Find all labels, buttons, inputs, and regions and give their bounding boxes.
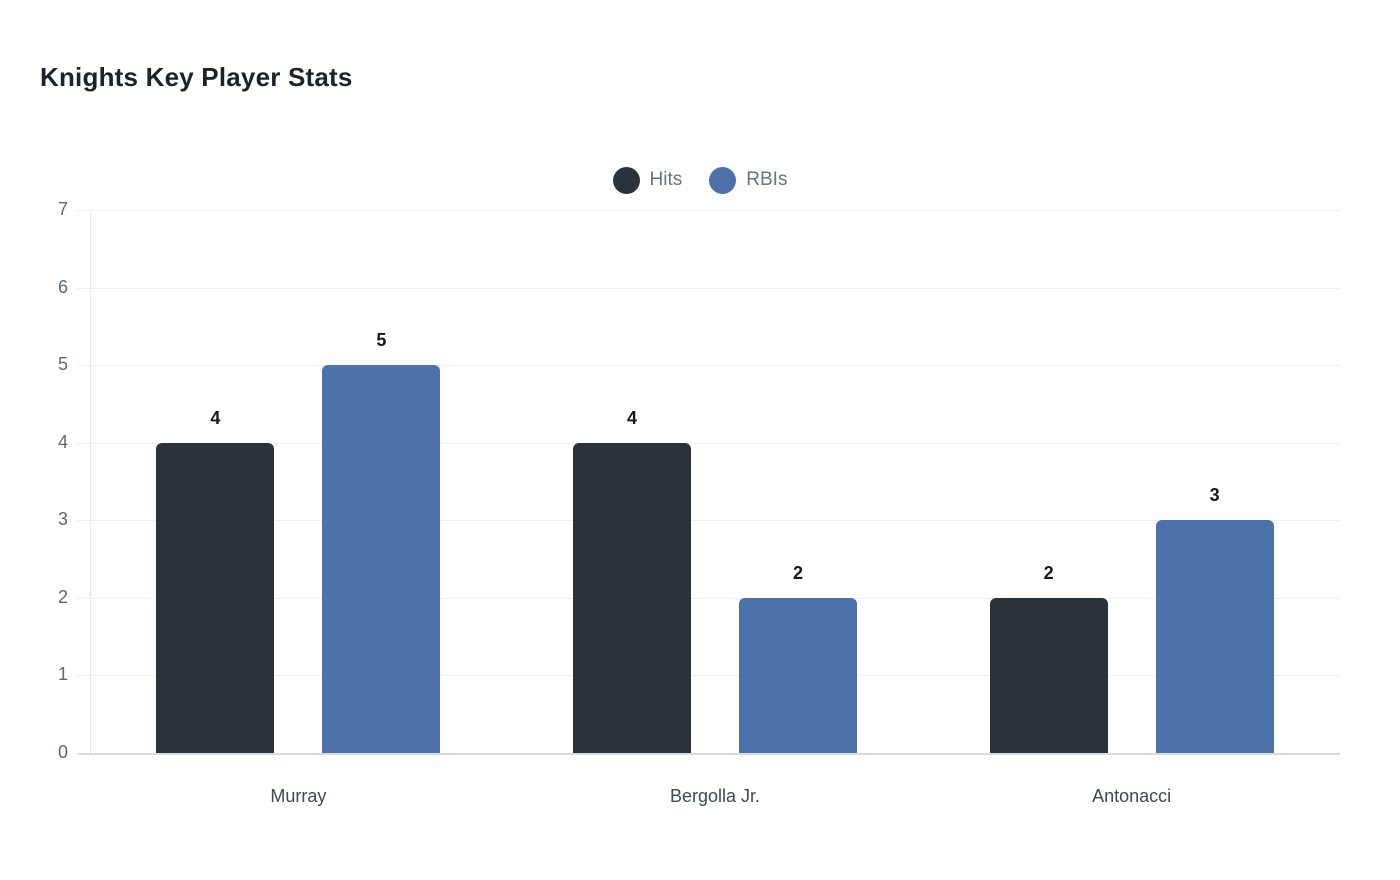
legend-hits-circle-icon	[612, 166, 640, 194]
bar-rbis-murray[interactable]	[322, 365, 441, 753]
x-axis-label-antonacci: Antonacci	[1092, 786, 1172, 806]
bar-value-rbis-murray: 5	[376, 330, 387, 351]
chart-title: Knights Key Player Stats	[40, 62, 353, 92]
y-tick-label-4: 4	[57, 431, 68, 452]
y-tick-label-7: 7	[57, 199, 68, 220]
bar-value-rbis-antonacci: 3	[1209, 485, 1220, 506]
x-axis-label-murray: Murray	[270, 786, 327, 806]
y-tick-label-1: 1	[57, 664, 68, 685]
bar-value-hits-antonacci: 2	[1043, 562, 1054, 583]
y-tick-label-0: 0	[57, 742, 68, 763]
legend-rbis-label: RBIs	[746, 169, 788, 190]
gridline-y5	[77, 365, 1340, 367]
legend-rbis-circle-icon	[709, 166, 737, 194]
gridline-y1	[77, 675, 1340, 677]
bar-hits-antonacci[interactable]	[989, 597, 1108, 753]
bar-value-hits-murray: 4	[210, 407, 221, 428]
y-tick-label-5: 5	[57, 354, 68, 375]
gridline-y6	[77, 287, 1340, 289]
legend-item-rbis[interactable]: RBIs	[709, 166, 788, 194]
bar-rbis-antonacci[interactable]	[1155, 520, 1274, 753]
legend: Hits RBIs	[0, 165, 1400, 195]
bar-rbis-bergolla-jr[interactable]	[739, 597, 857, 753]
y-tick-label-6: 6	[57, 276, 68, 297]
gridline-y4	[77, 442, 1340, 444]
x-axis-label-bergolla-jr: Bergolla Jr.	[669, 786, 761, 806]
gridline-y7	[77, 210, 1340, 211]
bar-value-rbis-bergolla-jr: 2	[792, 562, 804, 583]
y-axis-line	[90, 210, 91, 753]
gridline-y2	[77, 597, 1340, 599]
bar-hits-bergolla-jr[interactable]	[573, 442, 691, 753]
y-tick-label-2: 2	[57, 586, 68, 607]
bar-value-hits-bergolla-jr: 4	[626, 407, 638, 428]
legend-hits-label: Hits	[649, 169, 683, 190]
legend-item-hits[interactable]: Hits	[612, 166, 683, 194]
bar-hits-murray[interactable]	[156, 442, 275, 753]
plot-area: 4 5 Murray 4 2 Bergolla Jr. 2 3 Antonacci	[77, 210, 1340, 806]
x-axis-baseline	[77, 753, 1340, 755]
y-tick-label-3: 3	[57, 509, 68, 530]
gridline-y3	[77, 520, 1340, 522]
